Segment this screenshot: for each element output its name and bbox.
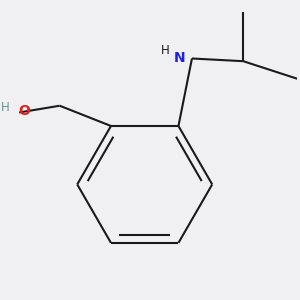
Text: O: O xyxy=(19,104,31,118)
Text: H: H xyxy=(1,100,10,114)
Text: N: N xyxy=(174,52,186,65)
Text: H: H xyxy=(160,44,169,57)
